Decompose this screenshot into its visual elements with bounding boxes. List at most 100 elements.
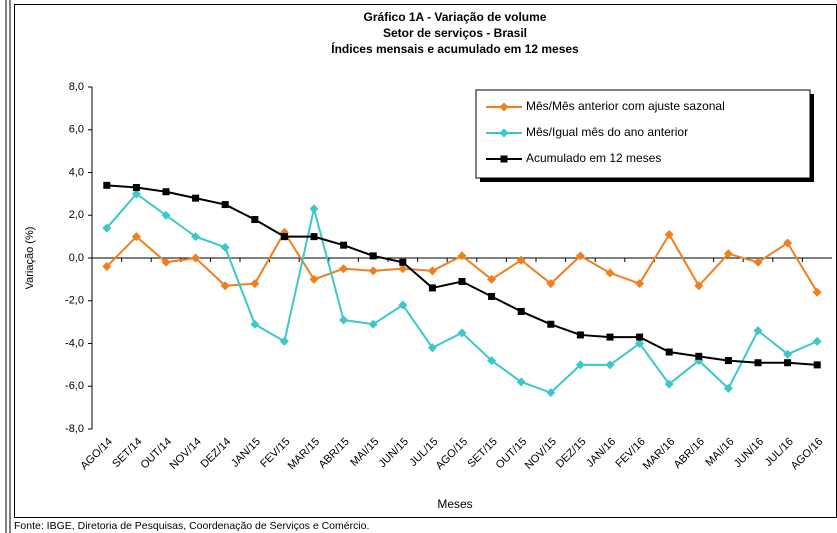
- series-line: [106, 192, 818, 394]
- marker: [636, 333, 644, 341]
- marker: [784, 359, 792, 367]
- marker: [102, 262, 112, 272]
- y-tick-label: -4,0: [65, 337, 84, 349]
- y-tick-label: -2,0: [65, 295, 84, 307]
- marker: [813, 361, 821, 369]
- marker: [309, 274, 319, 284]
- marker: [162, 188, 170, 196]
- y-tick-label: 2,0: [69, 209, 84, 221]
- legend: [475, 89, 811, 179]
- marker: [724, 357, 732, 365]
- x-tick-label: DEZ/14: [199, 436, 234, 471]
- marker: [812, 336, 822, 346]
- marker: [516, 377, 526, 387]
- marker: [457, 328, 467, 338]
- y-axis-label: Variação (%): [24, 227, 36, 290]
- marker: [517, 307, 525, 315]
- marker: [516, 255, 526, 265]
- marker: [458, 278, 466, 286]
- legend-marker: [499, 128, 509, 138]
- marker: [161, 210, 171, 220]
- x-tick-label: OUT/15: [494, 436, 530, 472]
- x-tick-label: OUT/14: [138, 436, 174, 472]
- marker: [694, 281, 704, 291]
- x-tick-label: MAR/15: [286, 436, 323, 473]
- legend-label: Mês/Mês anterior com ajuste sazonal: [526, 99, 725, 113]
- marker: [279, 336, 289, 346]
- marker: [250, 279, 260, 289]
- x-tick-label: ABR/16: [672, 436, 707, 471]
- marker: [606, 333, 614, 341]
- marker: [723, 249, 733, 259]
- marker: [369, 252, 377, 260]
- marker: [398, 264, 408, 274]
- marker: [103, 181, 111, 189]
- x-tick-label: JUN/15: [377, 436, 411, 470]
- marker: [783, 238, 793, 248]
- marker: [605, 268, 615, 278]
- x-tick-label: DEZ/15: [554, 436, 589, 471]
- marker: [575, 251, 585, 261]
- marker: [221, 201, 229, 209]
- marker: [427, 266, 437, 276]
- marker: [131, 232, 141, 242]
- marker: [132, 183, 140, 191]
- marker: [487, 274, 497, 284]
- source-note: Fonte: IBGE, Diretoria de Pesquisas, Coo…: [14, 520, 369, 532]
- x-tick-label: AGO/15: [434, 436, 471, 473]
- marker: [220, 281, 230, 291]
- marker: [339, 315, 349, 325]
- y-tick-label: -8,0: [65, 423, 84, 435]
- marker: [340, 241, 348, 249]
- marker: [309, 204, 319, 214]
- legend-marker: [500, 155, 508, 163]
- marker: [783, 349, 793, 359]
- y-tick-label: 6,0: [69, 124, 84, 136]
- marker: [428, 284, 436, 292]
- legend-marker: [499, 102, 509, 112]
- x-tick-label: AGO/14: [78, 436, 115, 473]
- marker: [635, 279, 645, 289]
- marker: [457, 251, 467, 261]
- x-tick-label: MAI/15: [348, 436, 381, 469]
- marker: [250, 319, 260, 329]
- chart-subtitle: Índices mensais e acumulado em 12 meses: [331, 41, 579, 56]
- marker: [695, 352, 703, 360]
- y-tick-label: 8,0: [69, 81, 84, 93]
- marker: [280, 233, 288, 241]
- marker: [161, 257, 171, 267]
- marker: [398, 300, 408, 310]
- marker: [220, 242, 230, 252]
- legend-label: Acumulado em 12 meses: [526, 151, 661, 165]
- marker: [665, 348, 673, 356]
- marker: [131, 189, 141, 199]
- x-axis-label: Meses: [437, 497, 472, 511]
- marker: [399, 258, 407, 266]
- marker: [575, 360, 585, 370]
- marker: [635, 339, 645, 348]
- marker: [576, 331, 584, 339]
- x-tick-label: AGO/16: [789, 436, 826, 473]
- marker: [664, 379, 674, 389]
- y-tick-label: 0,0: [69, 252, 84, 264]
- legend-label: Mês/Igual mês do ano anterior: [526, 125, 688, 139]
- marker: [368, 266, 378, 276]
- marker: [664, 229, 674, 239]
- marker: [339, 264, 349, 274]
- x-tick-label: JAN/15: [229, 436, 263, 470]
- marker: [191, 232, 201, 242]
- x-tick-label: ABR/15: [316, 436, 351, 471]
- marker: [251, 216, 259, 224]
- x-tick-label: MAR/16: [641, 436, 678, 473]
- marker: [102, 223, 112, 233]
- marker: [427, 343, 437, 353]
- marker: [488, 292, 496, 300]
- marker: [546, 279, 556, 289]
- marker: [723, 383, 733, 393]
- marker: [192, 194, 200, 202]
- x-tick-label: NOV/15: [523, 436, 559, 472]
- marker: [753, 326, 763, 336]
- marker: [754, 359, 762, 367]
- x-tick-label: MAI/16: [703, 436, 736, 469]
